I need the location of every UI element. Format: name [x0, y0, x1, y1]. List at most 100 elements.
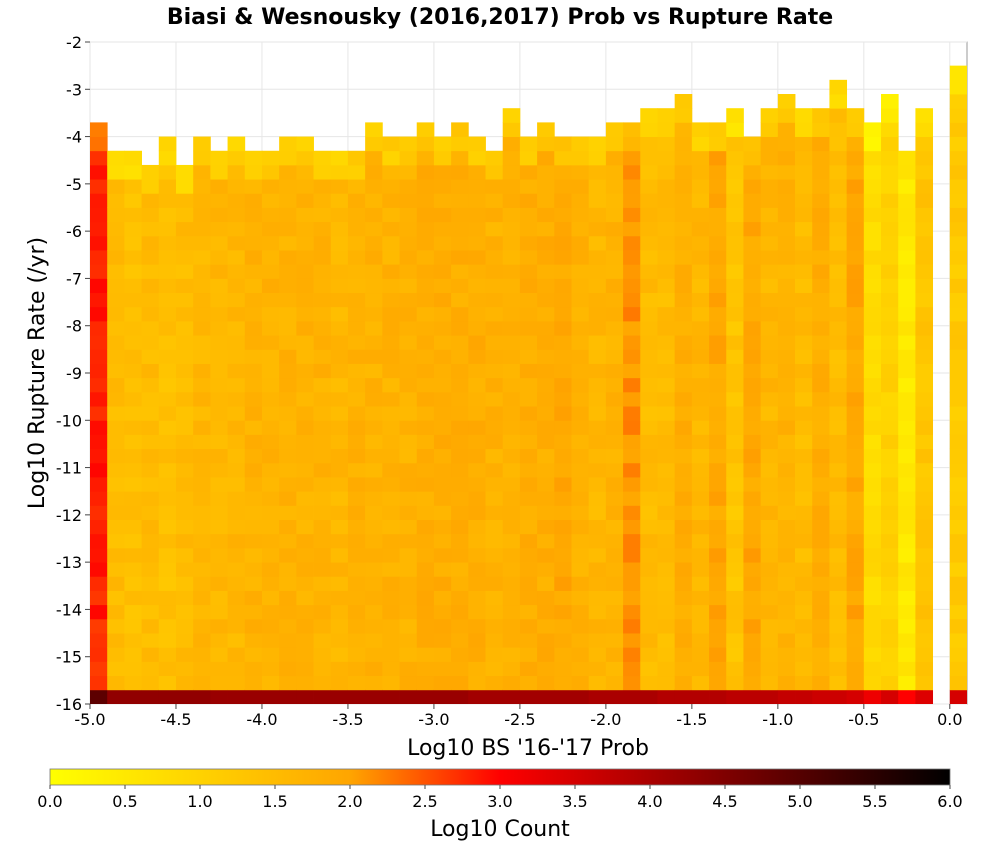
heatmap-cell	[726, 547, 744, 563]
heatmap-cell	[193, 335, 211, 350]
heatmap-cell	[365, 505, 383, 520]
heatmap-cell	[124, 278, 142, 294]
heatmap-cell	[691, 477, 710, 492]
heatmap-cell	[605, 434, 624, 450]
heatmap-cell	[640, 604, 658, 620]
heatmap-cell	[158, 377, 177, 393]
heatmap-cell	[433, 420, 452, 435]
heatmap-cell	[537, 633, 555, 648]
heatmap-cell	[571, 633, 590, 648]
heatmap-cell	[709, 434, 727, 450]
heatmap-cell	[657, 264, 676, 279]
heatmap-cell	[158, 250, 177, 265]
heatmap-cell	[141, 164, 160, 180]
heatmap-cell	[640, 505, 658, 520]
colorbar-ticks: 0.0 0.5 1.0 1.5 2.0 2.5 3.0 3.5 4.0 4.5 5.0 5.5 6.0	[37, 785, 963, 811]
heatmap-cell	[726, 193, 744, 208]
heatmap-cell	[863, 235, 882, 251]
heatmap-cell	[898, 562, 916, 577]
heatmap-cell	[743, 533, 762, 549]
heatmap-cell	[588, 590, 607, 606]
heatmap-cell	[898, 633, 916, 648]
heatmap-cell	[382, 320, 400, 336]
heatmap-cell	[365, 590, 383, 606]
heatmap-cell	[691, 250, 710, 265]
heatmap-cell	[519, 221, 538, 237]
heatmap-cell	[812, 150, 830, 166]
heatmap-cell	[433, 505, 452, 520]
heatmap-cell	[313, 462, 332, 478]
heatmap-cell	[554, 576, 572, 591]
heatmap-cell	[347, 150, 366, 166]
heatmap-cell	[175, 349, 194, 364]
heatmap-cell	[502, 576, 521, 591]
heatmap-cell	[795, 349, 813, 364]
heatmap-cell	[502, 363, 521, 379]
heatmap-cell	[915, 264, 934, 279]
heatmap-cell	[623, 675, 641, 691]
heatmap-cell	[777, 377, 796, 393]
heatmap-cell	[795, 533, 813, 549]
heatmap-cell	[399, 250, 418, 265]
heatmap-cell	[227, 618, 246, 634]
heatmap-cell	[382, 576, 400, 591]
heatmap-cell	[554, 207, 572, 223]
heatmap-cell	[795, 562, 813, 577]
heatmap-cell	[760, 675, 779, 691]
heatmap-cell	[296, 349, 314, 364]
heatmap-cell	[141, 292, 160, 308]
heatmap-cell	[107, 420, 125, 435]
heatmap-cell	[399, 349, 418, 364]
heatmap-cell	[382, 335, 400, 350]
heatmap-cell	[777, 391, 796, 407]
heatmap-cell	[141, 562, 160, 577]
heatmap-cell	[709, 150, 727, 166]
heatmap-cell	[777, 633, 796, 648]
heatmap-cell	[261, 235, 280, 251]
heatmap-cell	[90, 150, 108, 166]
heatmap-cell	[915, 320, 934, 336]
heatmap-cell	[777, 292, 796, 308]
heatmap-cell	[657, 406, 676, 421]
heatmap-cell	[107, 661, 125, 677]
heatmap-cell	[261, 477, 280, 492]
heatmap-cell	[382, 590, 400, 606]
heatmap-cell	[949, 633, 967, 648]
heatmap-cell	[777, 193, 796, 208]
heatmap-cell	[898, 391, 916, 407]
heatmap-cell	[416, 505, 435, 520]
heatmap-cell	[502, 618, 521, 634]
heatmap-cell	[244, 420, 263, 435]
heatmap-cell	[175, 250, 194, 265]
heatmap-cell	[124, 391, 142, 407]
heatmap-cell	[158, 633, 177, 648]
heatmap-cell	[709, 491, 727, 506]
heatmap-cell	[657, 391, 676, 407]
heatmap-cell	[691, 675, 710, 691]
heatmap-cell	[468, 604, 486, 620]
heatmap-cell	[261, 292, 280, 308]
heatmap-cell	[537, 647, 555, 662]
heatmap-cell	[261, 547, 280, 563]
heatmap-cell	[365, 434, 383, 450]
heatmap-cell	[915, 533, 934, 549]
heatmap-cell	[640, 306, 658, 322]
heatmap-cell	[451, 335, 469, 350]
heatmap-cell	[537, 250, 555, 265]
heatmap-cell	[485, 320, 504, 336]
heatmap-cell	[261, 533, 280, 549]
heatmap-cell	[433, 207, 452, 223]
heatmap-cell	[451, 604, 469, 620]
heatmap-cell	[433, 618, 452, 634]
heatmap-cell	[640, 647, 658, 662]
heatmap-cell	[210, 349, 228, 364]
heatmap-cell	[760, 519, 779, 535]
heatmap-cell	[829, 647, 848, 662]
heatmap-cell	[107, 590, 125, 606]
heatmap-cell	[416, 278, 435, 294]
heatmap-cell	[898, 179, 916, 194]
x-tick-label: -3.0	[418, 710, 449, 729]
heatmap-cell	[623, 576, 641, 591]
heatmap-cell	[244, 689, 263, 704]
heatmap-cell	[554, 306, 572, 322]
